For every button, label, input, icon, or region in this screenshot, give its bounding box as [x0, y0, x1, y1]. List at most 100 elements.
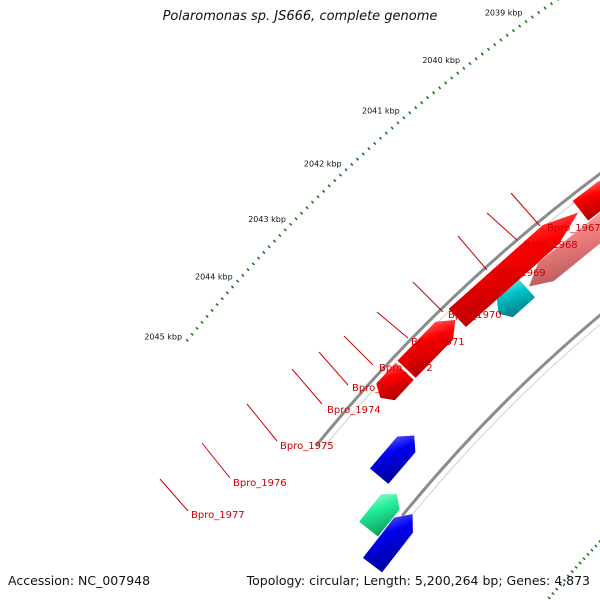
- scale-tick: [493, 42, 497, 47]
- scale-tick: [361, 152, 365, 156]
- scale-label: 2045 kbp: [144, 333, 182, 342]
- scale-tick: [246, 268, 250, 272]
- scale-tick: [327, 184, 331, 188]
- scale-tick: [551, 591, 555, 596]
- scale-tick: [272, 239, 277, 243]
- scale-tick: [235, 279, 240, 283]
- gene-arrow-bpro-1977[interactable]: [397, 319, 456, 378]
- scale-tick: [210, 308, 214, 313]
- scale-tick: [474, 57, 478, 61]
- scale-tick: [195, 326, 199, 330]
- label-leader-line: [291, 368, 323, 405]
- gene-arrow[interactable]: [359, 494, 400, 537]
- scale-tick: [256, 256, 261, 260]
- label-leader-line: [412, 281, 444, 313]
- gene-label-bpro-1975[interactable]: Bpro_1975: [280, 441, 334, 452]
- gene-label-bpro-1969[interactable]: Bpro_1969: [492, 268, 546, 279]
- gene-arrow-bpro-1976[interactable]: [496, 279, 535, 318]
- scale-tick: [294, 217, 298, 221]
- scale-tick: [299, 211, 304, 215]
- scale-tick: [594, 544, 598, 548]
- gene-arrow[interactable]: [448, 212, 579, 328]
- map-title: Polaromonas sp. JS666, complete genome: [162, 9, 438, 24]
- gene-arrow[interactable]: [572, 181, 600, 221]
- scale-tick: [582, 557, 586, 561]
- scale-tick: [200, 320, 204, 324]
- scale-tick: [414, 106, 418, 110]
- scale-tick: [408, 111, 412, 115]
- scale-tick: [278, 233, 282, 238]
- scale-tick: [462, 66, 466, 71]
- gene-label-bpro-1976[interactable]: Bpro_1976: [233, 478, 287, 489]
- gene-label-bpro-1972[interactable]: Bpro_1972: [379, 363, 433, 374]
- scale-tick: [558, 583, 563, 587]
- scale-tick: [486, 47, 491, 51]
- scale-tick: [205, 314, 209, 319]
- scale-tick: [549, 1, 553, 6]
- scale-label: 2041 kbp: [362, 107, 400, 116]
- scale-tick: [355, 157, 360, 161]
- scale-label: 2040 kbp: [422, 56, 460, 65]
- scale-tick: [499, 38, 503, 42]
- gene-label-bpro-1968[interactable]: Bpro_1968: [524, 240, 578, 251]
- scale-tick: [480, 52, 484, 56]
- accession-text: Accession: NC_007948: [8, 573, 151, 588]
- scale-tick: [586, 552, 590, 557]
- scale-tick: [267, 245, 271, 249]
- gene-label-track: Bpro_1967 Bpro_1968 Bpro_1969 Bpro_1970 Bpro…: [159, 192, 600, 521]
- gene-arrow-bpro-1975[interactable]: [529, 212, 600, 287]
- label-leader-line: [246, 403, 278, 442]
- label-leader-line: [486, 212, 518, 241]
- scale-tick: [468, 61, 472, 66]
- label-leader-line: [510, 192, 541, 227]
- scale-tick: [230, 285, 235, 289]
- scale-tick: [562, 578, 567, 582]
- label-leader-line: [159, 478, 189, 512]
- scale-tick: [283, 228, 287, 232]
- gene-label-bpro-1971[interactable]: Bpro_1971: [411, 337, 465, 348]
- gene-arrow[interactable]: [376, 362, 414, 401]
- scale-tick: [555, 587, 559, 591]
- scale-label: 2043 kbp: [248, 215, 286, 224]
- scale-tick: [220, 297, 224, 301]
- scale-tick: [524, 19, 528, 24]
- scale-tick: [344, 168, 348, 172]
- scale-tick: [322, 189, 326, 193]
- backbone-arc: [315, 171, 600, 447]
- scale-tick: [530, 15, 534, 19]
- label-leader-line: [201, 442, 231, 479]
- scale-tick: [444, 81, 448, 85]
- scale-tick: [537, 10, 541, 15]
- scale-tick: [333, 178, 337, 183]
- gene-label-bpro-1977[interactable]: Bpro_1977: [191, 510, 245, 521]
- scale-tick: [402, 116, 406, 120]
- scale-tick: [590, 548, 594, 552]
- scale-tick: [310, 200, 315, 204]
- scale-tick: [373, 141, 377, 146]
- scale-tick: [215, 303, 219, 307]
- scale-tick: [262, 250, 266, 255]
- gene-label-bpro-1970[interactable]: Bpro_1970: [448, 310, 502, 321]
- gene-arrow[interactable]: [362, 514, 413, 573]
- label-leader-line: [376, 311, 409, 339]
- scale-tick: [384, 131, 388, 135]
- scale-tick: [543, 6, 547, 10]
- scale-tick: [378, 136, 383, 140]
- genome-summary-text: Topology: circular; Length: 5,200,264 bp…: [246, 573, 590, 588]
- label-leader-line: [457, 235, 488, 271]
- scale-label: 2044 kbp: [195, 273, 233, 282]
- scale-tick: [450, 76, 454, 80]
- gene-track: [359, 181, 600, 573]
- scale-tick: [547, 596, 551, 600]
- scale-tick: [316, 195, 320, 199]
- gene-arrow[interactable]: [369, 435, 416, 484]
- gene-label-bpro-1974[interactable]: Bpro_1974: [327, 405, 381, 416]
- scale-tick: [426, 96, 430, 100]
- scale-tick: [505, 33, 509, 37]
- gene-label-bpro-1967[interactable]: Bpro_1967: [547, 223, 600, 234]
- scale-tick: [190, 332, 194, 336]
- scale-tick: [396, 121, 400, 125]
- gene-label-bpro-1973[interactable]: Bpro_1973: [352, 383, 406, 394]
- scale-label: 2042 kbp: [304, 159, 342, 168]
